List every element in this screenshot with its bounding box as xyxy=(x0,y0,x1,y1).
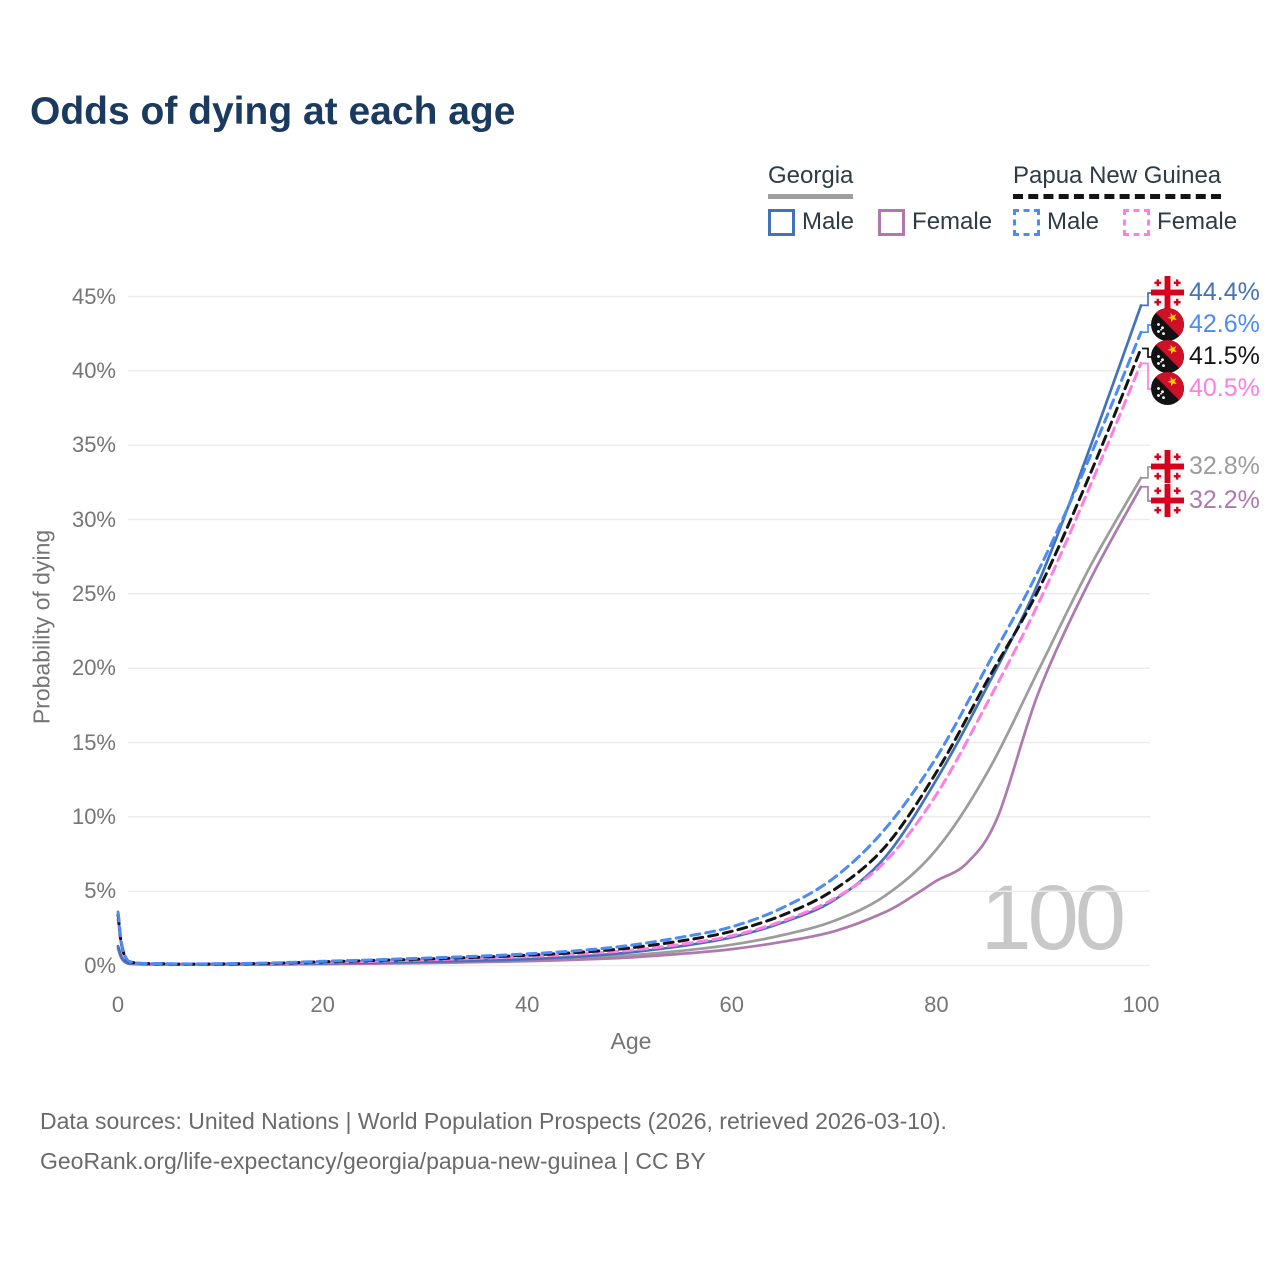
end-label-value: 44.4% xyxy=(1189,278,1260,306)
end-label-leader-line xyxy=(1142,324,1152,334)
x-axis-title: Age xyxy=(610,1028,652,1054)
end-label-40.5: 40.5% xyxy=(1151,372,1260,405)
footer-attribution: GeoRank.org/life-expectancy/georgia/papu… xyxy=(40,1148,706,1174)
y-tick-label: 5% xyxy=(84,878,116,904)
end-label-41.5: 41.5% xyxy=(1151,340,1260,373)
georgia-male-swatch-icon xyxy=(768,208,795,236)
x-tick-label: 60 xyxy=(719,992,745,1017)
x-tick-label: 40 xyxy=(514,992,540,1017)
series-line-georgia-male xyxy=(116,304,1143,966)
end-label-44.4: 44.4% xyxy=(1151,276,1260,309)
end-label-32.8: 32.8% xyxy=(1151,450,1260,483)
end-label-leader-line xyxy=(1142,466,1152,479)
legend-label: Female xyxy=(912,208,993,235)
footer-data-sources: Data sources: United Nations | World Pop… xyxy=(40,1108,947,1134)
georgia-female-swatch-icon xyxy=(878,208,906,236)
y-tick-label: 10% xyxy=(71,803,116,829)
y-tick-label: 20% xyxy=(71,655,116,681)
y-tick-label: 0% xyxy=(84,952,116,978)
series-line-papua-new-guinea-both xyxy=(116,347,1143,966)
png-flag-icon xyxy=(1151,340,1184,373)
end-label-value: 40.5% xyxy=(1189,374,1260,402)
end-label-leader-line xyxy=(1142,485,1152,502)
legend-country-papua-new-guinea: Papua New Guinea xyxy=(1013,162,1222,199)
end-label-leader-line xyxy=(1142,292,1152,307)
y-tick-label: 35% xyxy=(71,432,116,458)
legend-label: Male xyxy=(1047,208,1100,235)
x-tick-label: 0 xyxy=(111,992,125,1017)
y-tick-label: 40% xyxy=(71,357,116,383)
y-tick-label: 25% xyxy=(71,580,116,606)
legend-country-georgia: Georgia xyxy=(768,162,854,199)
legend-group-georgia: Georgia Male Female xyxy=(768,162,992,236)
y-tick-label: 45% xyxy=(71,283,116,309)
legend-item-georgia-male[interactable]: Male xyxy=(768,208,854,236)
legend-row-papua-new-guinea: Male Female xyxy=(1013,208,1237,236)
y-tick-label: 30% xyxy=(71,506,116,532)
end-label-leader-line xyxy=(1142,347,1152,358)
legend-item-png-female[interactable]: Female xyxy=(1123,208,1237,236)
chart-title: Odds of dying at each age xyxy=(30,90,516,133)
png-male-swatch-icon xyxy=(1013,208,1040,236)
end-label-42.6: 42.6% xyxy=(1151,308,1260,341)
png-flag-icon xyxy=(1151,372,1184,405)
end-label-leader-line xyxy=(1142,362,1152,390)
age-counter-watermark: 100 xyxy=(980,867,1126,969)
x-tick-label: 100 xyxy=(1122,992,1160,1017)
legend-label: Male xyxy=(802,208,855,235)
legend-row-georgia: Male Female xyxy=(768,208,992,236)
end-label-32.2: 32.2% xyxy=(1151,484,1260,517)
y-tick-label: 15% xyxy=(71,729,116,755)
legend-item-georgia-female[interactable]: Female xyxy=(878,208,992,236)
series-line-georgia-female xyxy=(116,485,1143,966)
png-female-swatch-icon xyxy=(1123,208,1151,236)
legend-item-png-male[interactable]: Male xyxy=(1013,208,1099,236)
georgia-flag-icon xyxy=(1151,276,1184,309)
end-label-value: 42.6% xyxy=(1189,310,1260,338)
y-axis-title: Probability of dying xyxy=(28,529,55,725)
georgia-flag-icon xyxy=(1151,450,1184,483)
end-label-value: 32.2% xyxy=(1189,486,1260,514)
end-label-value: 32.8% xyxy=(1189,452,1260,480)
x-tick-label: 20 xyxy=(310,992,335,1017)
series-line-papua-new-guinea-male xyxy=(116,330,1143,966)
png-flag-icon xyxy=(1151,308,1184,341)
legend-label: Female xyxy=(1157,208,1238,235)
end-label-value: 41.5% xyxy=(1189,342,1260,370)
x-tick-label: 80 xyxy=(924,992,949,1017)
legend-group-papua-new-guinea: Papua New Guinea Male Female xyxy=(1013,162,1237,236)
georgia-flag-icon xyxy=(1151,484,1184,517)
